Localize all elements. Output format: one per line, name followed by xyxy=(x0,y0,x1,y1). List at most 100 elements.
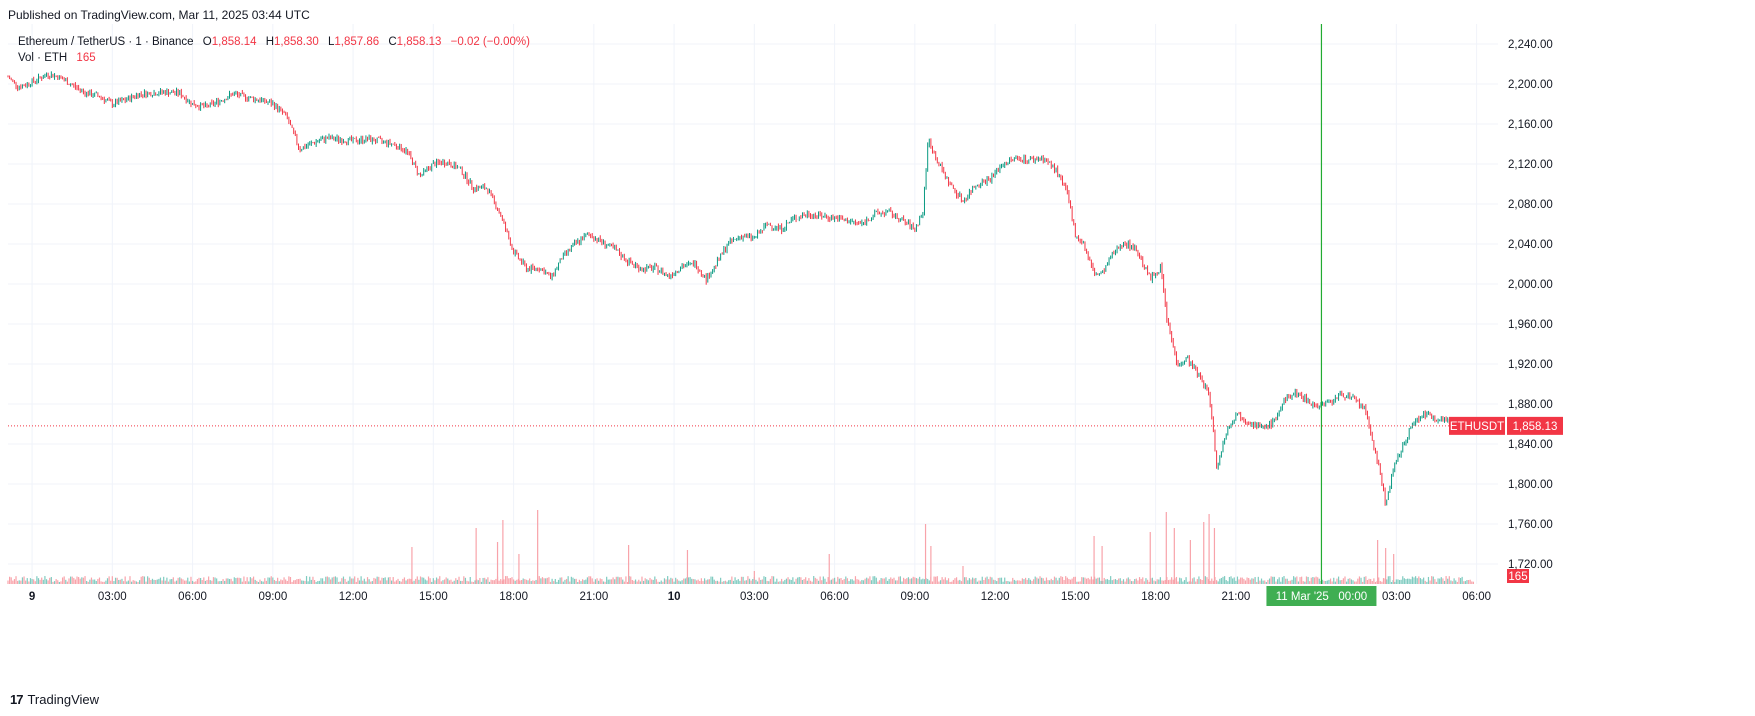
volume-bar xyxy=(155,580,157,584)
volume-bar xyxy=(1063,579,1065,584)
volume-bar xyxy=(431,581,433,584)
volume-bar xyxy=(1374,581,1377,584)
volume-bar xyxy=(130,581,133,584)
volume-bar xyxy=(1291,579,1293,584)
volume-bar xyxy=(639,581,641,584)
volume-bar xyxy=(692,579,694,584)
x-tick-label: 09:00 xyxy=(900,591,929,603)
footer-brand[interactable]: 17 TradingView xyxy=(10,692,99,707)
volume-bar xyxy=(1106,579,1109,584)
volume-bar xyxy=(198,577,200,584)
volume-bar xyxy=(1061,576,1064,584)
volume-bar xyxy=(235,578,237,584)
volume-bar xyxy=(1228,576,1231,584)
volume-bar xyxy=(139,580,141,584)
volume-bar xyxy=(1357,578,1359,584)
volume-label[interactable]: Vol · ETH xyxy=(18,52,68,64)
volume-bar xyxy=(301,580,303,584)
volume-bar xyxy=(1259,580,1261,584)
volume-bar xyxy=(321,578,324,584)
volume-bar xyxy=(1100,580,1102,584)
volume-bar xyxy=(521,580,523,584)
volume-bar xyxy=(86,580,88,584)
published-caption: Published on TradingView.com, Mar 11, 20… xyxy=(8,8,310,22)
volume-bar xyxy=(490,579,492,584)
volume-bar xyxy=(69,576,72,584)
volume-bar xyxy=(835,581,837,584)
volume-bar xyxy=(1008,581,1011,584)
volume-bar xyxy=(837,576,839,584)
volume-bar xyxy=(1002,581,1004,584)
volume-bar xyxy=(694,579,696,584)
volume-bar xyxy=(1317,577,1319,584)
volume-bar xyxy=(180,578,182,584)
volume-bar xyxy=(983,580,985,584)
volume-bar xyxy=(249,577,251,584)
volume-bar xyxy=(874,576,876,584)
volume-bar xyxy=(500,579,502,584)
volume-bar xyxy=(63,576,65,584)
volume-bar xyxy=(142,576,144,584)
volume-bar xyxy=(581,579,584,584)
volume-bar xyxy=(323,581,325,584)
volume-bar xyxy=(519,580,521,584)
volume-bar xyxy=(973,578,975,584)
volume-bar xyxy=(623,581,625,584)
volume-bar xyxy=(1215,580,1218,584)
volume-bar xyxy=(617,576,619,584)
volume-bar xyxy=(13,579,16,584)
volume-bar xyxy=(1089,579,1091,584)
volume-bar xyxy=(1069,579,1072,584)
symbol-price-tag-bg xyxy=(1449,416,1505,435)
volume-bar xyxy=(630,576,632,584)
y-tick-label: 2,160.00 xyxy=(1508,119,1553,131)
volume-bar xyxy=(1358,576,1361,584)
volume-bar xyxy=(44,576,46,584)
volume-bar xyxy=(1095,578,1097,584)
volume-bar xyxy=(809,580,812,584)
volume-bar xyxy=(532,580,534,584)
volume-bar xyxy=(899,576,901,584)
volume-bar xyxy=(588,576,590,584)
volume-bar xyxy=(1466,580,1468,584)
last-price-line: ETHUSDT 1,858.13 165 xyxy=(8,416,1563,583)
volume-bar xyxy=(451,581,454,584)
volume-bar xyxy=(1423,577,1425,584)
volume-bar xyxy=(1198,576,1200,584)
volume-bar xyxy=(935,576,937,584)
volume-bar xyxy=(1146,579,1149,584)
volume-bar xyxy=(450,579,452,584)
volume-bar xyxy=(885,577,887,584)
volume-bar xyxy=(108,576,110,584)
volume-bar xyxy=(557,579,560,584)
volume-bar xyxy=(105,580,107,584)
volume-bar xyxy=(9,576,11,584)
volume-bar xyxy=(1429,580,1431,584)
volume-bar xyxy=(1395,579,1397,584)
volume-bar xyxy=(598,580,600,584)
volume-bar xyxy=(803,579,805,584)
volume-bar xyxy=(1381,581,1383,584)
volume-bar xyxy=(60,581,62,584)
volume-bar xyxy=(562,581,564,584)
volume-bar xyxy=(947,578,950,584)
volume-bar xyxy=(33,579,35,584)
volume-bar xyxy=(1199,579,1202,584)
volume-bar xyxy=(1447,578,1449,584)
volume-bar xyxy=(480,581,483,584)
volume-spike xyxy=(411,547,413,584)
volume-spike xyxy=(1203,522,1205,584)
volume-bar xyxy=(260,581,263,584)
volume-bar xyxy=(166,577,168,584)
volume-bar xyxy=(191,580,194,584)
volume-bar xyxy=(646,579,648,584)
volume-bar xyxy=(1185,577,1187,584)
volume-bar xyxy=(1469,579,1471,584)
volume-bar xyxy=(1458,577,1460,584)
volume-bar xyxy=(928,580,930,584)
volume-bar xyxy=(275,581,277,584)
symbol-description[interactable]: Ethereum / TetherUS · 1 · Binance xyxy=(18,36,194,48)
volume-bar xyxy=(659,581,661,584)
x-tick-label: 15:00 xyxy=(1061,591,1090,603)
